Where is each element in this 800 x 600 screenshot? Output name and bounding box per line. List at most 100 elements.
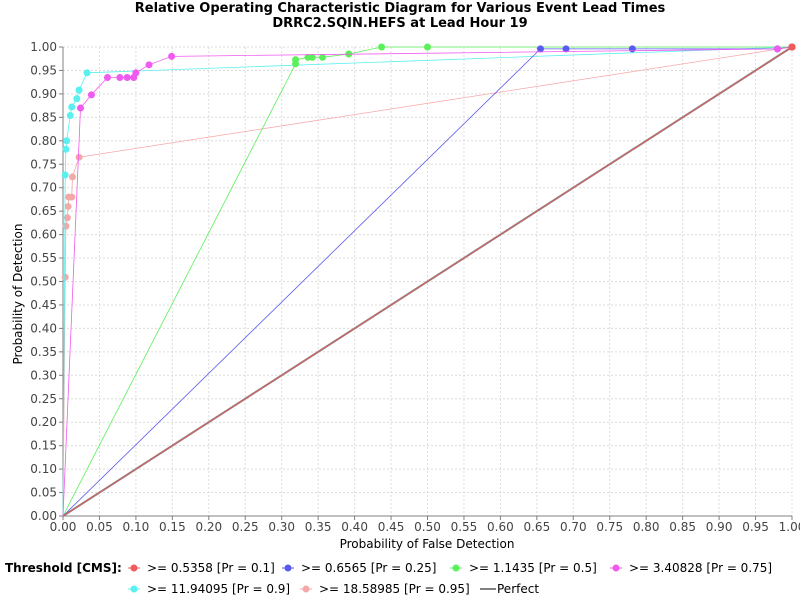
y-axis-label: Probability of Detection [11, 224, 25, 365]
data-point [68, 103, 76, 111]
data-point [75, 86, 83, 94]
data-point [116, 73, 124, 81]
data-point [63, 137, 71, 145]
data-point [103, 73, 111, 81]
x-tick-label: 0.25 [232, 520, 259, 534]
x-tick-label: 0.55 [451, 520, 478, 534]
x-tick-label: 0.90 [706, 520, 733, 534]
y-tick-label: 0.00 [30, 509, 57, 523]
legend: Threshold [CMS]: >= 0.5358 [Pr = 0.1] >= … [5, 561, 772, 596]
x-tick-label: 1.00 [779, 520, 800, 534]
y-tick-label: 0.35 [30, 345, 57, 359]
legend-label: >= 0.5358 [Pr = 0.1] [147, 561, 275, 575]
x-tick-label: 0.85 [669, 520, 696, 534]
y-tick-label: 0.85 [30, 110, 57, 124]
data-point [132, 69, 140, 77]
series-line [62, 46, 793, 517]
y-tick-label: 0.20 [30, 415, 57, 429]
legend-label: >= 0.6565 [Pr = 0.25] [301, 561, 436, 575]
legend-item: >= 18.58985 [Pr = 0.95] [300, 582, 470, 596]
y-tick-label: 0.55 [30, 251, 57, 265]
y-tick-label: 0.65 [30, 204, 57, 218]
legend-label: >= 18.58985 [Pr = 0.95] [319, 582, 470, 596]
data-point [123, 73, 131, 81]
series-0 [62, 43, 796, 517]
data-point [76, 104, 84, 112]
x-tick-label: 0.45 [378, 520, 405, 534]
data-point [308, 53, 316, 61]
data-point [62, 145, 70, 153]
y-ticks: 0.00 0.05 0.10 0.15 0.20 0.25 0.30 0.35 0.40 0.45… [30, 40, 63, 523]
legend-item: >= 0.5358 [Pr = 0.1] [128, 561, 275, 575]
legend-swatch [302, 585, 310, 593]
x-axis-label: Probability of False Detection [340, 537, 515, 551]
x-tick-label: 0.40 [341, 520, 368, 534]
x-ticks: 0.00 0.05 0.10 0.15 0.20 0.25 0.30 0.35 0.40 0.45… [50, 516, 800, 534]
legend-swatch [452, 564, 460, 572]
x-tick-label: 0.80 [633, 520, 660, 534]
y-tick-label: 0.05 [30, 486, 57, 500]
grid [63, 46, 793, 516]
legend-item: >= 3.40828 [Pr = 0.75] [610, 561, 772, 575]
x-tick-label: 0.05 [86, 520, 113, 534]
series-line [62, 46, 793, 517]
legend-item: Perfect [480, 582, 539, 596]
data-point [61, 273, 69, 281]
x-tick-label: 0.20 [195, 520, 222, 534]
y-tick-label: 0.60 [30, 228, 57, 242]
y-tick-label: 0.40 [30, 321, 57, 335]
data-point [424, 43, 431, 51]
x-tick-label: 0.30 [268, 520, 295, 534]
y-tick-label: 0.90 [30, 87, 57, 101]
data-point [62, 222, 70, 230]
x-tick-label: 0.95 [742, 520, 769, 534]
y-tick-label: 0.75 [30, 157, 57, 171]
data-point [75, 153, 83, 161]
x-tick-label: 0.15 [159, 520, 186, 534]
chart-title: Relative Operating Characteristic Diagra… [135, 1, 666, 16]
data-point [87, 91, 95, 99]
series-line [62, 46, 793, 517]
y-tick-label: 0.95 [30, 63, 57, 77]
x-tick-label: 0.00 [50, 520, 77, 534]
series [61, 43, 796, 517]
data-point [773, 45, 781, 53]
data-point [68, 193, 76, 201]
legend-label: >= 1.1435 [Pr = 0.5] [469, 561, 597, 575]
data-point [64, 202, 72, 210]
legend-swatch [130, 564, 138, 572]
legend-label: >= 3.40828 [Pr = 0.75] [629, 561, 772, 575]
legend-item: >= 1.1435 [Pr = 0.5] [450, 561, 597, 575]
data-point [378, 43, 386, 51]
y-tick-label: 0.80 [30, 134, 57, 148]
legend-item: >= 0.6565 [Pr = 0.25] [282, 561, 436, 575]
x-tick-label: 0.70 [560, 520, 587, 534]
data-point [788, 43, 796, 51]
x-tick-label: 0.50 [414, 520, 441, 534]
y-tick-label: 0.25 [30, 392, 57, 406]
data-point [66, 111, 74, 119]
data-point [145, 61, 153, 69]
legend-item: >= 11.94095 [Pr = 0.9] [128, 582, 290, 596]
data-point [292, 56, 300, 64]
y-tick-label: 0.30 [30, 368, 57, 382]
data-point [536, 45, 544, 53]
data-point [83, 69, 91, 77]
y-tick-label: 0.70 [30, 181, 57, 195]
chart-subtitle: DRRC2.SQIN.HEFS at Lead Hour 19 [272, 16, 527, 31]
y-tick-label: 0.15 [30, 439, 57, 453]
data-point [628, 45, 636, 53]
y-tick-label: 0.45 [30, 298, 57, 312]
y-tick-label: 0.10 [30, 462, 57, 476]
legend-swatch [612, 564, 620, 572]
x-tick-label: 0.75 [596, 520, 623, 534]
y-tick-label: 1.00 [30, 40, 57, 54]
legend-swatch [284, 564, 292, 572]
legend-label: >= 11.94095 [Pr = 0.9] [147, 582, 290, 596]
data-point [319, 53, 327, 61]
legend-label: Perfect [497, 582, 539, 596]
data-point [68, 173, 76, 181]
data-point [168, 52, 176, 60]
x-tick-label: 0.35 [305, 520, 332, 534]
